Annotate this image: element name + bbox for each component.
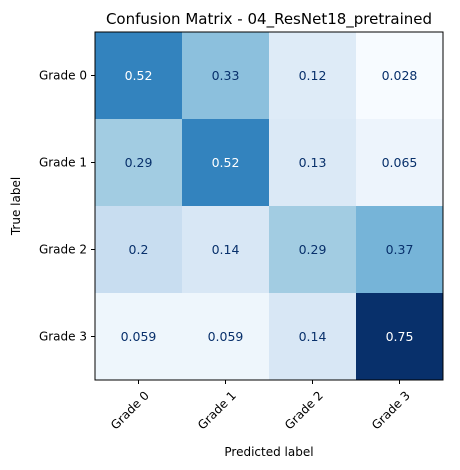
y-axis-ticks: Grade 0 Grade 1 Grade 2 Grade 3 bbox=[39, 69, 95, 344]
heatmap-cell bbox=[269, 206, 356, 293]
heatmap-cell bbox=[95, 206, 182, 293]
heatmap-cells: 0.52 0.33 0.12 0.028 0.29 0.52 0.13 0.065 0.2 0.1… bbox=[95, 32, 443, 380]
cell-value-label: 0.29 bbox=[125, 155, 153, 170]
heatmap-cell bbox=[182, 293, 269, 380]
heatmap-cell bbox=[95, 32, 182, 119]
heatmap-cell bbox=[356, 293, 443, 380]
cell-value-label: 0.059 bbox=[121, 329, 157, 344]
y-tick-label: Grade 0 bbox=[39, 69, 87, 83]
x-tick-label: Grade 1 bbox=[195, 388, 239, 432]
cell-value-label: 0.14 bbox=[299, 329, 327, 344]
y-tick-label: Grade 2 bbox=[39, 243, 87, 257]
cell-value-label: 0.13 bbox=[299, 155, 327, 170]
heatmap-cell bbox=[95, 293, 182, 380]
heatmap-cell bbox=[182, 206, 269, 293]
cell-value-label: 0.75 bbox=[386, 329, 414, 344]
heatmap-cell bbox=[356, 206, 443, 293]
cell-value-label: 0.52 bbox=[212, 155, 240, 170]
cell-value-label: 0.14 bbox=[212, 242, 240, 257]
cell-value-label: 0.33 bbox=[212, 68, 240, 83]
cell-value-label: 0.37 bbox=[386, 242, 414, 257]
heatmap-cell bbox=[356, 119, 443, 206]
heatmap-cell bbox=[356, 32, 443, 119]
heatmap-cell bbox=[269, 32, 356, 119]
heatmap-cell bbox=[95, 119, 182, 206]
heatmap-cell bbox=[269, 119, 356, 206]
heatmap-cell bbox=[182, 32, 269, 119]
x-axis-ticks: Grade 0 Grade 1 Grade 2 Grade 3 bbox=[108, 380, 413, 432]
cell-value-label: 0.52 bbox=[125, 68, 153, 83]
y-tick-label: Grade 1 bbox=[39, 156, 87, 170]
x-tick-label: Grade 3 bbox=[369, 388, 413, 432]
x-tick-label: Grade 0 bbox=[108, 388, 152, 432]
cell-value-label: 0.059 bbox=[208, 329, 244, 344]
cell-value-label: 0.12 bbox=[299, 68, 327, 83]
heatmap-cell bbox=[269, 293, 356, 380]
cell-value-label: 0.29 bbox=[299, 242, 327, 257]
heatmap-cell bbox=[182, 119, 269, 206]
x-tick-label: Grade 2 bbox=[282, 388, 326, 432]
chart-title: Confusion Matrix - 04_ResNet18_pretraine… bbox=[106, 10, 432, 29]
cell-value-label: 0.065 bbox=[382, 155, 418, 170]
cell-value-label: 0.2 bbox=[129, 242, 149, 257]
y-axis-label: True label bbox=[9, 177, 23, 236]
plot-frame bbox=[94, 31, 444, 381]
y-tick-label: Grade 3 bbox=[39, 330, 87, 344]
x-axis-label: Predicted label bbox=[224, 445, 313, 459]
cell-value-label: 0.028 bbox=[382, 68, 418, 83]
